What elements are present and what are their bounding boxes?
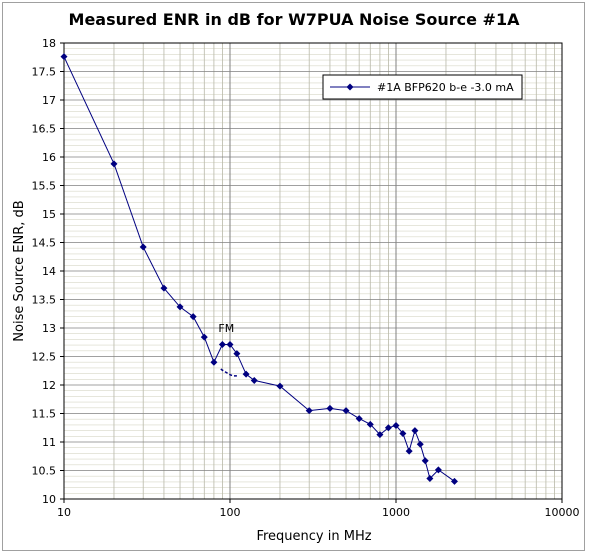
data-point	[376, 431, 384, 439]
data-point	[60, 53, 68, 61]
data-point	[176, 303, 184, 311]
x-axis-label: Frequency in MHz	[256, 529, 371, 544]
series-layer	[60, 53, 458, 485]
data-point	[160, 284, 168, 292]
data-point	[210, 358, 218, 366]
data-point	[139, 243, 147, 251]
legend-marker-icon	[346, 83, 354, 91]
data-point	[242, 370, 250, 378]
x-tick-label: 10000	[545, 506, 580, 519]
data-point	[421, 457, 429, 465]
x-tick-label: 1000	[382, 506, 410, 519]
y-tick-label: 10	[42, 493, 56, 506]
data-point	[426, 474, 434, 482]
y-axis-ticks: 10 10.5 11 11.5 12 12.5 13 13.5 14 14.5 15 15.5 16 16…	[32, 37, 64, 506]
data-point	[366, 420, 374, 428]
annotation-label: FM	[218, 322, 234, 335]
data-point	[226, 341, 234, 349]
y-tick-label: 12.5	[32, 351, 57, 364]
data-point	[233, 350, 241, 358]
y-tick-label: 18	[42, 37, 56, 50]
y-tick-label: 16.5	[32, 123, 57, 136]
x-axis-ticks: 10 100 1000 10000	[57, 499, 580, 519]
x-tick-label: 10	[57, 506, 71, 519]
data-point	[250, 376, 258, 384]
y-tick-label: 17	[42, 94, 56, 107]
annotation-layer: FM	[218, 322, 237, 377]
y-tick-label: 11	[42, 436, 56, 449]
data-point	[305, 407, 313, 415]
data-point	[218, 341, 226, 349]
y-tick-label: 13	[42, 322, 56, 335]
data-point	[416, 440, 424, 448]
y-axis-label: Noise Source ENR, dB	[12, 200, 27, 341]
legend: #1A BFP620 b-e -3.0 mA	[322, 74, 523, 100]
data-point	[342, 407, 350, 415]
data-point	[189, 313, 197, 321]
y-tick-label: 14.5	[32, 237, 57, 250]
major-gridlines	[64, 43, 562, 499]
legend-label: #1A BFP620 b-e -3.0 mA	[377, 81, 514, 94]
y-tick-label: 15.5	[32, 180, 57, 193]
x-tick-label: 100	[220, 506, 241, 519]
data-point	[384, 424, 392, 432]
y-tick-label: 11.5	[32, 408, 57, 421]
chart-title: Measured ENR in dB for W7PUA Noise Sourc…	[69, 10, 521, 29]
y-tick-label: 12	[42, 379, 56, 392]
data-point	[326, 404, 334, 412]
y-tick-label: 17.5	[32, 66, 57, 79]
y-tick-label: 15	[42, 208, 56, 221]
data-point	[355, 415, 363, 423]
y-tick-label: 14	[42, 265, 56, 278]
data-point	[392, 421, 400, 429]
data-point	[399, 429, 407, 437]
y-tick-label: 10.5	[32, 465, 57, 478]
y-tick-label: 13.5	[32, 294, 57, 307]
data-point	[450, 477, 458, 485]
y-tick-label: 16	[42, 151, 56, 164]
data-point	[411, 427, 419, 435]
data-point	[200, 333, 208, 341]
data-point	[276, 382, 284, 390]
data-point	[110, 160, 118, 168]
fm-dashed-segment	[220, 368, 237, 377]
legend-box	[322, 74, 523, 100]
data-point	[405, 447, 413, 455]
data-point	[434, 466, 442, 474]
